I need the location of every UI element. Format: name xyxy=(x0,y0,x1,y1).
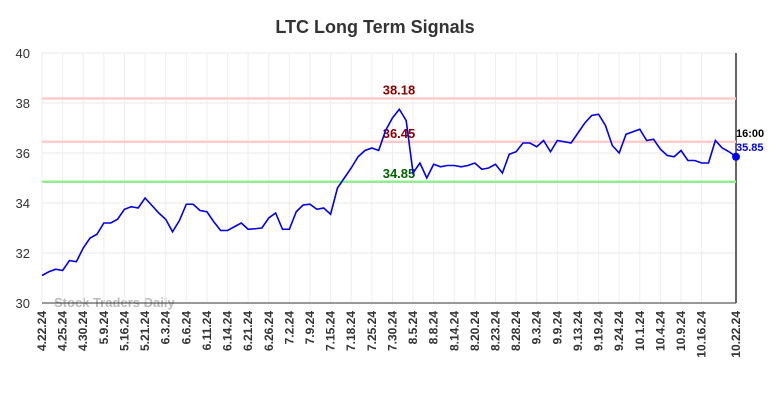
x-tick-label: 10.4.24 xyxy=(653,311,667,351)
y-tick-label: 32 xyxy=(16,246,30,261)
y-tick-label: 36 xyxy=(16,146,30,161)
chart-title: LTC Long Term Signals xyxy=(275,17,474,37)
x-tick-label: 6.21.24 xyxy=(241,311,255,351)
x-tick-label: 10.1.24 xyxy=(633,311,647,351)
x-tick-label: 5.16.24 xyxy=(117,311,131,351)
y-tick-label: 34 xyxy=(16,196,30,211)
x-tick-label: 6.26.24 xyxy=(262,311,276,351)
x-tick-label: 10.16.24 xyxy=(695,311,709,358)
x-tick-label: 8.23.24 xyxy=(489,311,503,351)
x-tick-label: 5.9.24 xyxy=(97,311,111,345)
x-tick-label: 4.30.24 xyxy=(76,311,90,351)
x-tick-label: 5.21.24 xyxy=(138,311,152,351)
reference-label: 34.85 xyxy=(383,166,416,181)
x-tick-label: 6.6.24 xyxy=(179,311,193,345)
last-time-label: 16:00 xyxy=(736,128,764,140)
x-tick-label: 9.9.24 xyxy=(550,311,564,345)
x-tick-label: 4.22.24 xyxy=(35,311,49,351)
last-point xyxy=(732,152,740,161)
x-tick-label: 4.25.24 xyxy=(56,311,70,351)
x-tick-label: 9.24.24 xyxy=(612,311,626,351)
x-tick-label: 10.9.24 xyxy=(674,311,688,351)
x-tick-label: 8.28.24 xyxy=(509,311,523,351)
x-tick-label: 7.25.24 xyxy=(365,311,379,351)
x-tick-label: 9.3.24 xyxy=(530,311,544,345)
x-tick-label: 7.9.24 xyxy=(303,311,317,345)
x-tick-label: 8.14.24 xyxy=(447,311,461,351)
x-tick-label: 7.15.24 xyxy=(324,311,338,351)
x-tick-label: 8.5.24 xyxy=(406,311,420,345)
x-tick-label: 7.2.24 xyxy=(282,311,296,345)
y-tick-label: 38 xyxy=(16,96,30,111)
x-tick-label: 10.22.24 xyxy=(729,311,743,358)
x-tick-label: 9.19.24 xyxy=(592,311,606,351)
last-value-label: 35.85 xyxy=(736,142,764,154)
x-tick-label: 6.3.24 xyxy=(159,311,173,345)
x-tick-label: 7.30.24 xyxy=(385,311,399,351)
x-tick-label: 8.20.24 xyxy=(468,311,482,351)
series-line xyxy=(41,107,737,277)
reference-label: 38.18 xyxy=(383,83,416,98)
x-tick-label: 8.8.24 xyxy=(427,311,441,345)
x-tick-label: 7.18.24 xyxy=(344,311,358,351)
y-tick-label: 40 xyxy=(16,46,30,61)
y-tick-label: 30 xyxy=(16,296,30,311)
x-tick-label: 6.14.24 xyxy=(221,311,235,351)
x-tick-label: 6.11.24 xyxy=(200,311,214,351)
x-tick-label: 9.13.24 xyxy=(571,311,585,351)
